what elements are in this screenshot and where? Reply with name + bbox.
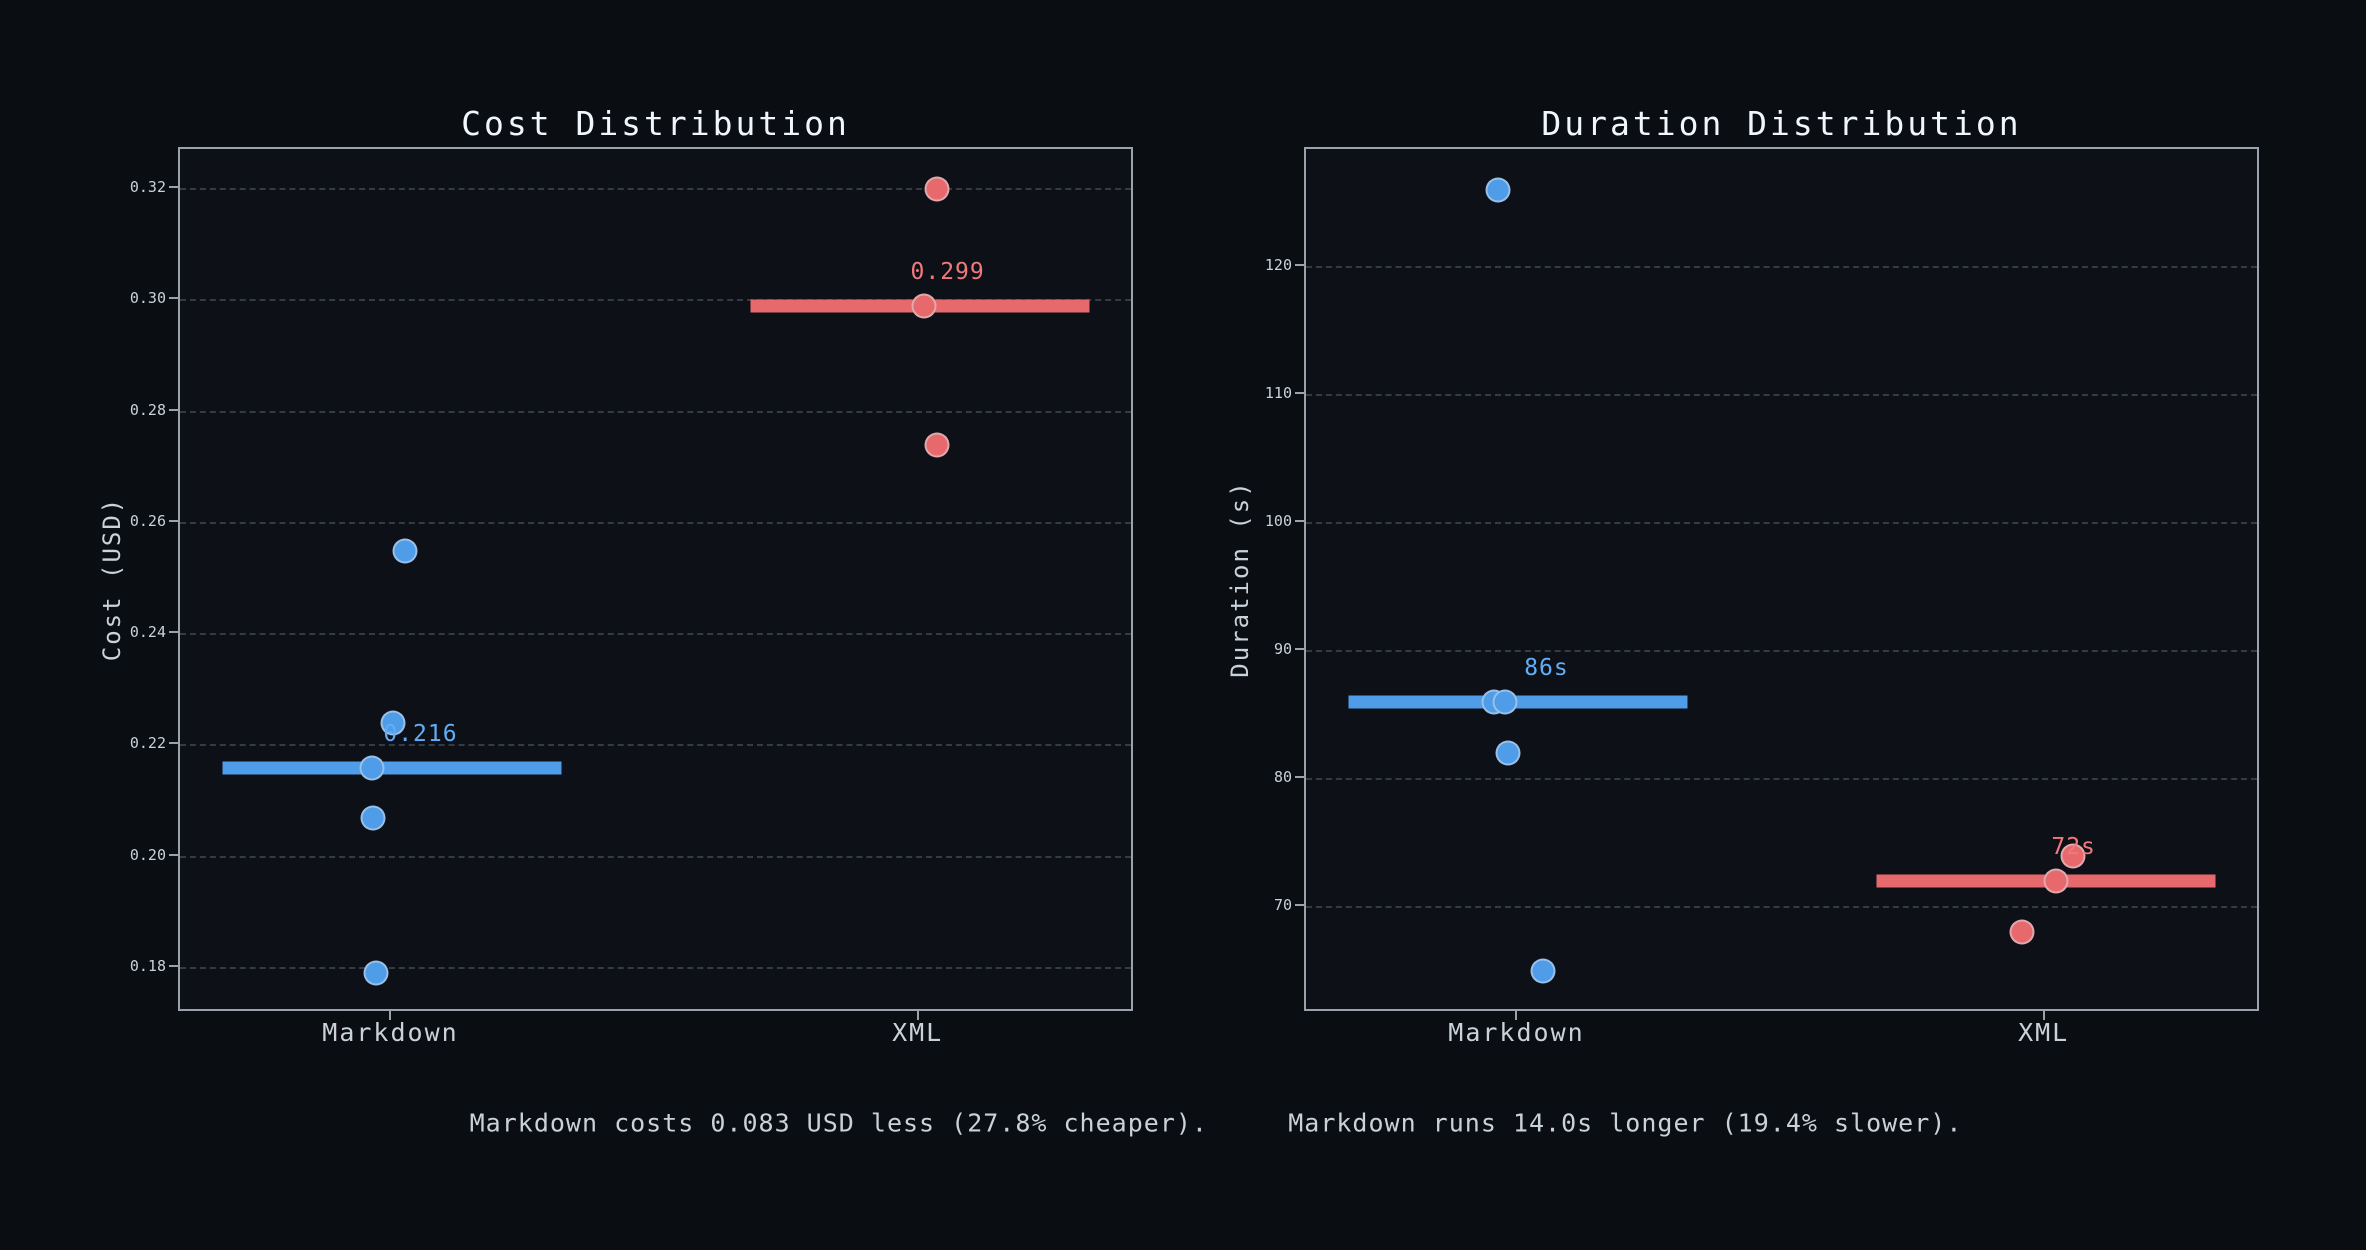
- y-tick-label: 110: [1264, 383, 1292, 402]
- y-tick-label: 80: [1273, 767, 1292, 786]
- data-point-markdown: [360, 805, 386, 831]
- y-tick-label: 0.24: [129, 623, 166, 642]
- y-tick-mark: [1295, 263, 1304, 266]
- y-tick-label: 90: [1273, 639, 1292, 658]
- figure-caption: Markdown costs 0.083 USD less (27.8% che…: [469, 1108, 1963, 1138]
- data-point-xml: [924, 176, 950, 202]
- gridline: [1306, 905, 2257, 908]
- median-line-markdown: [1348, 695, 1688, 709]
- gridline: [180, 521, 1131, 524]
- y-tick-mark: [1295, 775, 1304, 778]
- data-point-xml: [924, 432, 950, 458]
- data-point-xml: [2043, 868, 2069, 894]
- median-value-label-xml: 0.299: [910, 258, 985, 285]
- data-point-markdown: [363, 960, 389, 986]
- y-tick-label: 0.28: [129, 400, 166, 419]
- data-point-xml: [2060, 843, 2086, 869]
- y-tick-mark: [169, 408, 178, 411]
- data-point-markdown: [380, 710, 406, 736]
- gridline: [180, 633, 1131, 636]
- x-tick-label-markdown: Markdown: [1448, 1018, 1585, 1047]
- median-value-label-markdown: 86s: [1524, 654, 1569, 681]
- gridline: [180, 410, 1131, 413]
- y-tick-mark: [1295, 519, 1304, 522]
- data-point-markdown: [1492, 689, 1518, 715]
- x-tick-mark: [389, 1011, 392, 1020]
- data-point-markdown: [359, 755, 385, 781]
- gridline: [1306, 649, 2257, 652]
- y-tick-label: 0.22: [129, 734, 166, 753]
- x-tick-mark: [1515, 1011, 1518, 1020]
- gridline: [180, 966, 1131, 969]
- x-tick-mark: [916, 1011, 919, 1020]
- gridline: [1306, 393, 2257, 396]
- median-value-label-markdown: 0.216: [383, 720, 458, 747]
- y-tick-label: 120: [1264, 255, 1292, 274]
- median-value-label-xml: 72s: [2051, 834, 2096, 861]
- duration-chart: 86s 72s: [1304, 147, 2259, 1011]
- gridline: [180, 299, 1131, 302]
- gridline: [1306, 777, 2257, 780]
- x-tick-mark: [2042, 1011, 2045, 1020]
- y-tick-mark: [169, 297, 178, 300]
- median-line-markdown: [222, 761, 562, 775]
- data-point-markdown: [1530, 958, 1556, 984]
- data-point-markdown: [392, 538, 418, 564]
- y-tick-label: 0.18: [129, 956, 166, 975]
- x-tick-label-xml: XML: [2018, 1018, 2070, 1047]
- duration-chart-title: Duration Distribution: [1541, 104, 2022, 143]
- gridline: [180, 855, 1131, 858]
- y-tick-mark: [169, 853, 178, 856]
- y-tick-label: 0.32: [129, 178, 166, 197]
- data-point-markdown: [1485, 177, 1511, 203]
- y-tick-label: 70: [1273, 895, 1292, 914]
- x-tick-label-markdown: Markdown: [322, 1018, 459, 1047]
- y-tick-mark: [1295, 903, 1304, 906]
- y-tick-mark: [1295, 647, 1304, 650]
- data-point-xml: [2009, 919, 2035, 945]
- gridline: [180, 188, 1131, 191]
- gridline: [1306, 521, 2257, 524]
- y-tick-label: 0.26: [129, 511, 166, 530]
- cost-chart-title: Cost Distribution: [461, 104, 850, 143]
- y-tick-mark: [169, 631, 178, 634]
- y-tick-mark: [1295, 391, 1304, 394]
- y-tick-label: 0.20: [129, 845, 166, 864]
- data-point-xml: [911, 293, 937, 319]
- gridline: [180, 744, 1131, 747]
- y-tick-label: 100: [1264, 511, 1292, 530]
- y-tick-mark: [169, 186, 178, 189]
- y-tick-mark: [169, 519, 178, 522]
- data-point-markdown: [1495, 740, 1521, 766]
- y-tick-label: 0.30: [129, 289, 166, 308]
- x-tick-label-xml: XML: [892, 1018, 944, 1047]
- y-tick-mark: [169, 742, 178, 745]
- y-tick-mark: [169, 964, 178, 967]
- cost-chart: 0.216 0.299: [178, 147, 1133, 1011]
- gridline: [1306, 265, 2257, 268]
